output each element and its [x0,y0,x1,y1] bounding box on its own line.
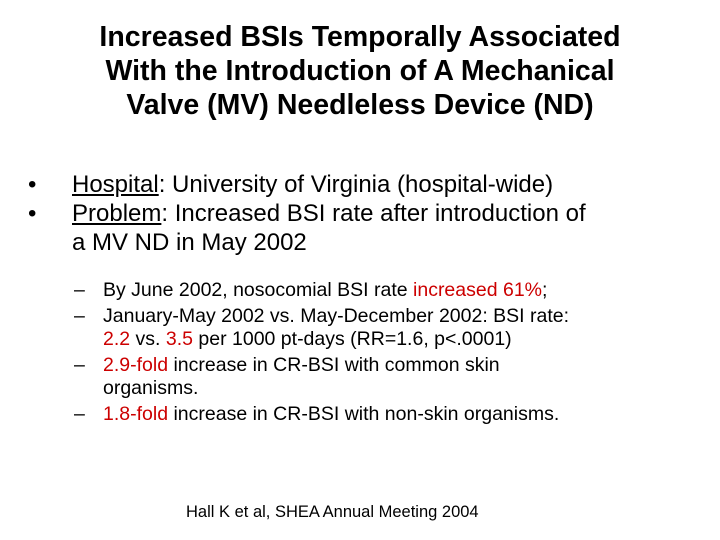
highlight-rate-before: 2.2 [103,328,131,350]
bullet-list: • Hospital: University of Virginia (hosp… [28,170,698,257]
highlight-rate-after: 3.5 [165,328,193,350]
title-line-2: With the Introduction of A Mechanical [105,55,615,87]
sub-bullet-june: – By June 2002, nosocomial BSI rate incr… [74,279,704,303]
sub-bullet-skin-line-2: organisms. [103,377,199,399]
slide-title: Increased BSIs Temporally Associated Wit… [20,20,700,122]
highlight-fold-nonskin: 1.8-fold [103,402,169,425]
sub-bullet-june-end: ; [542,279,548,301]
sub-bullet-rates-line-1: January-May 2002 vs. May-December 2002: … [103,304,570,327]
bullet-problem-line-1: Problem: Increased BSI rate after introd… [72,199,698,228]
rate-vs: vs. [130,328,166,350]
citation: Hall K et al, SHEA Annual Meeting 2004 [186,503,479,521]
dash-marker: – [74,402,85,425]
rate-details: per 1000 pt-days (RR=1.6, p<.0001) [192,328,512,350]
bullet-hospital-text: : University of Virginia (hospital-wide) [158,171,554,198]
bullet-problem-line-2: a MV ND in May 2002 [72,229,307,256]
bullet-problem: • Problem: Increased BSI rate after intr… [28,199,698,257]
bullet-hospital-label: Hospital [72,171,159,198]
dash-marker: – [74,304,85,327]
sub-bullet-rates: – January-May 2002 vs. May-December 2002… [74,305,704,352]
sub-bullet-june-line: By June 2002, nosocomial BSI rate increa… [103,279,704,303]
sub-bullet-june-text: By June 2002, nosocomial BSI rate [103,279,414,301]
dash-marker: – [74,279,85,301]
sub-bullet-nonskin-text: increase in CR-BSI with non-skin organis… [168,402,560,425]
bullet-problem-text: : Increased BSI rate after introduction … [161,200,586,227]
bullet-hospital-line: Hospital: University of Virginia (hospit… [72,170,698,199]
sub-bullet-rates-line-2: 2.2 vs. 3.5 per 1000 pt-days (RR=1.6, p<… [103,328,704,352]
sub-bullet-skin-text: increase in CR-BSI with common skin [168,353,500,376]
title-line-3: Valve (MV) Needleless Device (ND) [126,89,594,121]
sub-bullet-skin-line-1: 2.9-fold increase in CR-BSI with common … [103,354,704,378]
sub-bullet-nonskin-line: 1.8-fold increase in CR-BSI with non-ski… [103,403,704,427]
bullet-hospital: • Hospital: University of Virginia (hosp… [28,170,698,199]
sub-bullet-skin: – 2.9-fold increase in CR-BSI with commo… [74,354,704,401]
title-line-1: Increased BSIs Temporally Associated [99,21,621,53]
bullet-marker: • [28,171,37,198]
highlight-fold-skin: 2.9-fold [103,353,169,376]
sub-bullet-nonskin: – 1.8-fold increase in CR-BSI with non-s… [74,403,704,427]
bullet-problem-label: Problem [72,200,162,227]
sub-bullet-list: – By June 2002, nosocomial BSI rate incr… [74,279,704,428]
highlight-increase: increased 61% [413,279,543,301]
bullet-marker: • [28,200,37,227]
dash-marker: – [74,353,85,376]
